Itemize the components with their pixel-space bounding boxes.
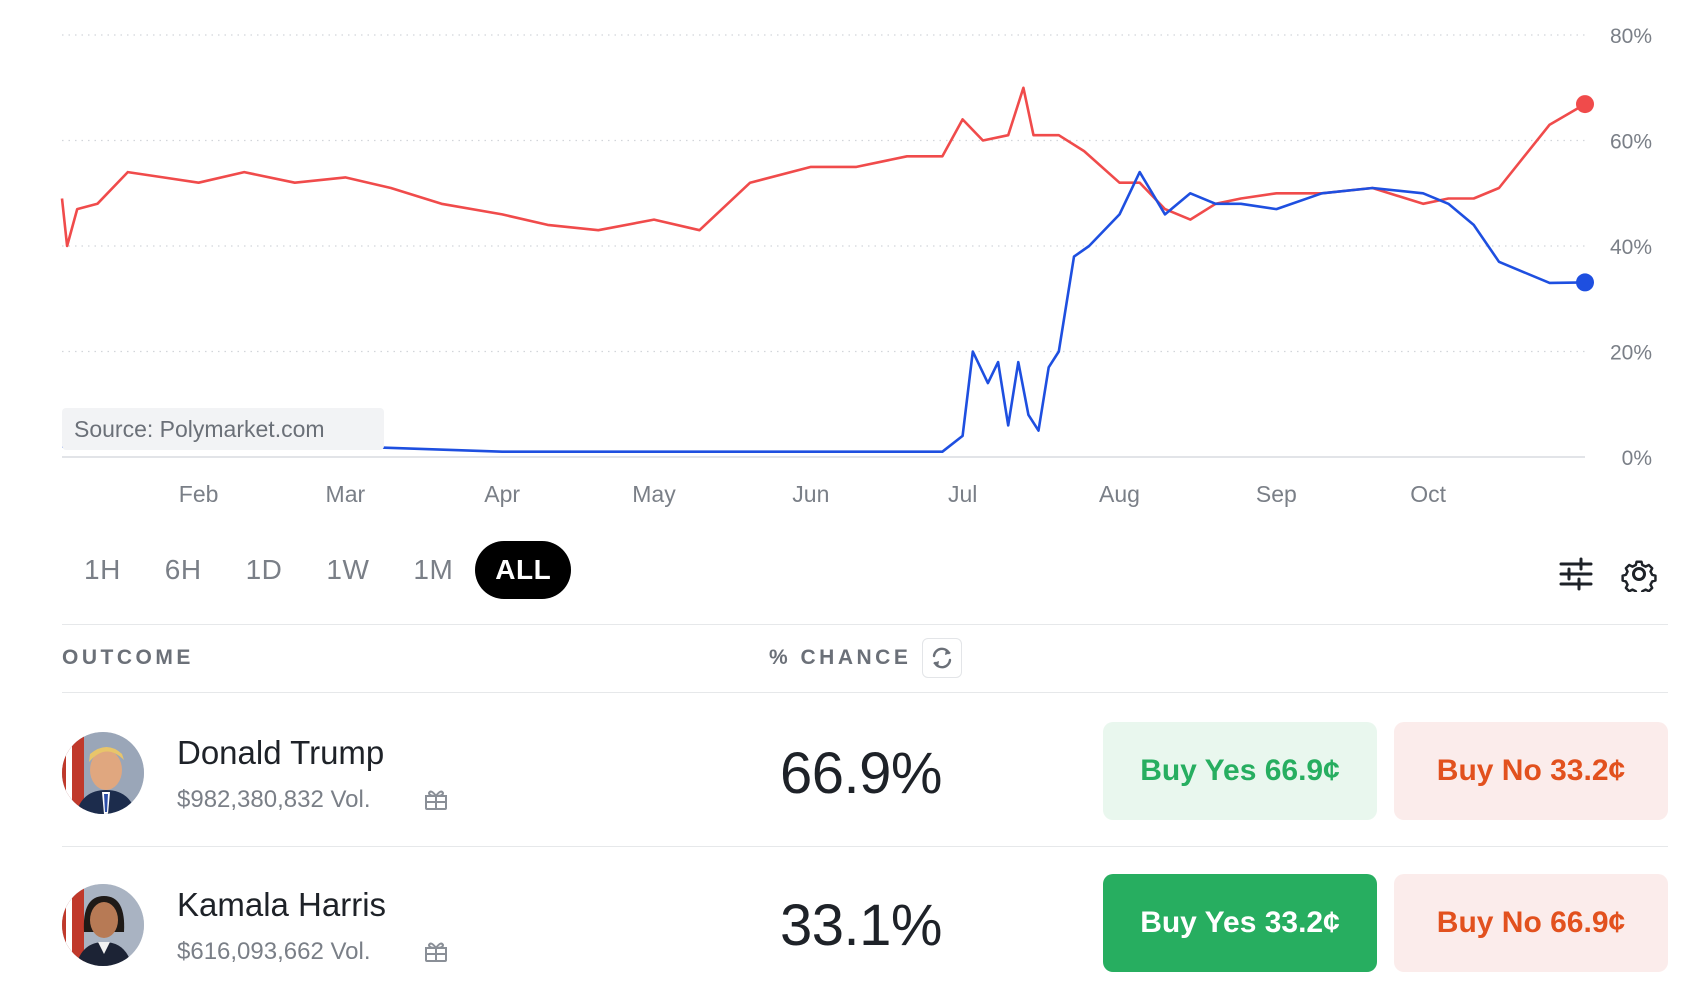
- outcome-chance: 66.9%: [780, 741, 942, 806]
- outcome-name[interactable]: Donald Trump: [177, 734, 385, 771]
- avatar: [62, 884, 144, 966]
- price-chart[interactable]: 80% 60% 40% 20% 0% Feb Mar Apr May Jun Jul Aug Sep O…: [0, 0, 1698, 520]
- refresh-button[interactable]: [922, 638, 962, 678]
- outcome-volume: $616,093,662 Vol.: [177, 938, 371, 965]
- refresh-icon: [932, 647, 952, 669]
- source-text: Source: Polymarket.com: [74, 416, 325, 442]
- series-end-point: [1576, 95, 1594, 114]
- x-tick-label: May: [632, 481, 676, 507]
- series-line-red: [60, 86, 1586, 248]
- buy-no-button[interactable]: Buy No 66.9¢: [1394, 874, 1668, 972]
- gift-icon[interactable]: [423, 938, 449, 969]
- gear-icon[interactable]: [1621, 556, 1657, 596]
- divider: [62, 692, 1668, 693]
- x-tick-label: Jul: [948, 481, 977, 507]
- source-label: Source: Polymarket.com: [62, 408, 384, 450]
- y-tick-label: 20%: [1610, 342, 1652, 365]
- range-tab-6h[interactable]: 6H: [164, 554, 202, 585]
- x-tick-label: Apr: [484, 481, 520, 507]
- avatar: [62, 732, 144, 814]
- divider: [62, 624, 1668, 625]
- x-tick-label: Jun: [792, 481, 829, 507]
- series-end-point: [1576, 273, 1594, 292]
- x-tick-label: Mar: [326, 481, 366, 507]
- outcome-header: OUTCOME: [62, 646, 194, 669]
- buy-yes-button[interactable]: Buy Yes 66.9¢: [1103, 722, 1377, 820]
- outcome-volume: $982,380,832 Vol.: [177, 786, 371, 813]
- buy-no-button[interactable]: Buy No 33.2¢: [1394, 722, 1668, 820]
- buy-yes-button[interactable]: Buy Yes 33.2¢: [1103, 874, 1377, 972]
- chart-series: [60, 86, 1594, 453]
- x-tick-label: Sep: [1256, 481, 1297, 507]
- gift-icon[interactable]: [423, 786, 449, 817]
- time-range-tabs: 1H 6H 1D 1W 1M ALL: [62, 541, 572, 599]
- series-line-blue: [62, 170, 1586, 453]
- outcome-chance: 33.1%: [780, 893, 942, 958]
- x-tick-label: Aug: [1099, 481, 1140, 507]
- outcome-name[interactable]: Kamala Harris: [177, 886, 387, 923]
- range-tab-1d[interactable]: 1D: [245, 554, 283, 585]
- y-tick-label: 60%: [1610, 131, 1652, 154]
- outcome-row-trump: Donald Trump $982,380,832 Vol. 66.9% Buy…: [62, 696, 1668, 846]
- y-tick-label: 40%: [1610, 236, 1652, 259]
- x-axis: Feb Mar Apr May Jun Jul Aug Sep Oct: [179, 481, 1447, 507]
- x-tick-label: Feb: [179, 481, 219, 507]
- outcome-row-harris: Kamala Harris $616,093,662 Vol. 33.1% Bu…: [62, 848, 1668, 998]
- y-axis: 80% 60% 40% 20% 0%: [1610, 25, 1652, 470]
- range-tab-1h[interactable]: 1H: [84, 554, 121, 585]
- y-tick-label: 80%: [1610, 25, 1652, 48]
- chart-grid: [62, 34, 1585, 458]
- divider: [62, 846, 1668, 847]
- y-tick-label: 0%: [1622, 447, 1652, 470]
- x-tick-label: Oct: [1410, 481, 1446, 507]
- sliders-icon[interactable]: [1558, 556, 1594, 592]
- range-tab-1m[interactable]: 1M: [413, 554, 454, 585]
- range-tab-all[interactable]: ALL: [475, 541, 572, 599]
- chance-header: % CHANCE: [769, 646, 912, 669]
- range-tab-1w[interactable]: 1W: [326, 554, 370, 585]
